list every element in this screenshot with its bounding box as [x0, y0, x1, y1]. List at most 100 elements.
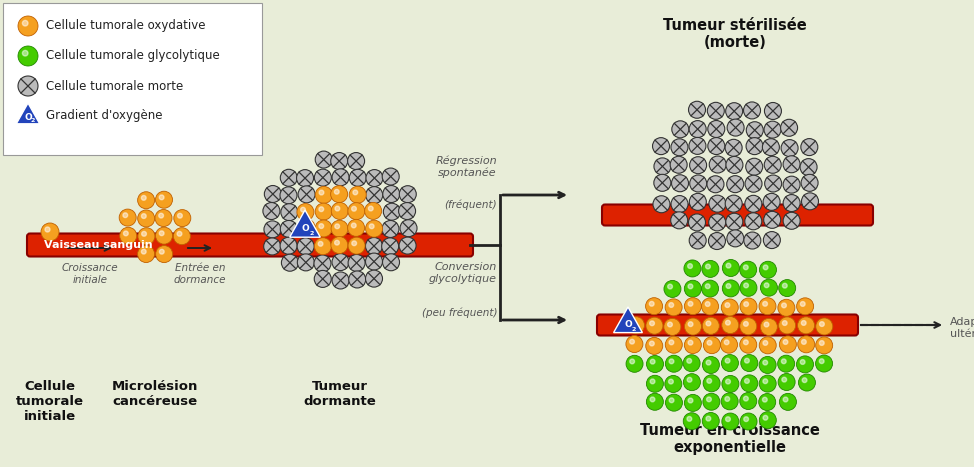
Circle shape: [743, 396, 748, 401]
Circle shape: [723, 260, 739, 276]
Circle shape: [137, 210, 155, 227]
Circle shape: [281, 204, 298, 221]
Circle shape: [685, 280, 701, 297]
Circle shape: [799, 374, 815, 391]
Circle shape: [281, 220, 297, 237]
Circle shape: [706, 321, 711, 326]
Circle shape: [671, 196, 688, 212]
Circle shape: [764, 212, 781, 228]
Circle shape: [765, 156, 781, 173]
Circle shape: [650, 341, 655, 346]
Circle shape: [740, 318, 757, 335]
Circle shape: [647, 393, 663, 410]
Circle shape: [155, 210, 172, 226]
Circle shape: [264, 185, 281, 203]
Circle shape: [706, 360, 711, 365]
Circle shape: [763, 340, 768, 345]
Circle shape: [815, 355, 833, 372]
Circle shape: [630, 359, 634, 364]
Circle shape: [348, 219, 364, 236]
Circle shape: [781, 359, 786, 364]
Circle shape: [646, 337, 662, 354]
Circle shape: [781, 303, 786, 308]
Circle shape: [741, 375, 758, 392]
Circle shape: [764, 232, 780, 248]
Circle shape: [726, 103, 742, 120]
Circle shape: [382, 238, 398, 255]
Circle shape: [783, 397, 788, 402]
Circle shape: [141, 232, 146, 236]
Circle shape: [330, 186, 348, 203]
Circle shape: [744, 358, 749, 363]
Circle shape: [629, 340, 634, 344]
Circle shape: [264, 238, 281, 255]
Circle shape: [690, 232, 706, 249]
Circle shape: [400, 219, 417, 237]
Circle shape: [709, 195, 726, 212]
Circle shape: [709, 214, 726, 231]
Circle shape: [690, 193, 706, 210]
Circle shape: [801, 360, 805, 364]
Circle shape: [744, 232, 761, 249]
Circle shape: [705, 284, 710, 289]
Circle shape: [722, 317, 739, 333]
Circle shape: [348, 255, 365, 271]
FancyBboxPatch shape: [602, 205, 873, 226]
Circle shape: [315, 169, 331, 186]
Circle shape: [297, 204, 314, 220]
Circle shape: [761, 279, 777, 296]
Circle shape: [721, 336, 737, 353]
Circle shape: [332, 254, 349, 270]
Circle shape: [760, 261, 776, 278]
Circle shape: [744, 379, 749, 383]
Text: Tumeur
dormante: Tumeur dormante: [304, 380, 376, 408]
Circle shape: [801, 174, 818, 191]
Text: Cellule tumorale morte: Cellule tumorale morte: [46, 79, 183, 92]
Circle shape: [779, 336, 797, 353]
Circle shape: [331, 237, 348, 254]
Circle shape: [765, 283, 768, 288]
Circle shape: [670, 156, 687, 173]
Circle shape: [664, 280, 681, 297]
Circle shape: [802, 340, 806, 344]
Circle shape: [816, 318, 833, 335]
Circle shape: [314, 255, 331, 272]
Circle shape: [701, 280, 719, 297]
Circle shape: [296, 170, 314, 187]
Circle shape: [689, 214, 705, 231]
Polygon shape: [614, 307, 643, 333]
Circle shape: [352, 241, 356, 246]
Circle shape: [783, 156, 800, 173]
Text: Gradient d'oxygène: Gradient d'oxygène: [46, 109, 163, 122]
Circle shape: [726, 213, 743, 230]
Circle shape: [705, 264, 710, 269]
Circle shape: [759, 298, 776, 315]
Circle shape: [334, 190, 339, 194]
Circle shape: [759, 375, 776, 392]
Circle shape: [316, 151, 332, 168]
Circle shape: [726, 283, 730, 289]
Circle shape: [315, 238, 331, 255]
Circle shape: [119, 209, 136, 226]
Circle shape: [783, 176, 800, 193]
Circle shape: [651, 359, 655, 364]
Circle shape: [665, 299, 682, 316]
Circle shape: [173, 210, 191, 226]
Circle shape: [349, 271, 365, 288]
Circle shape: [783, 212, 800, 229]
Circle shape: [763, 302, 768, 306]
Circle shape: [706, 416, 711, 421]
Circle shape: [665, 394, 683, 411]
Circle shape: [159, 195, 164, 200]
Circle shape: [141, 249, 146, 254]
Circle shape: [668, 284, 672, 289]
Circle shape: [726, 156, 743, 173]
Text: Cellule tumorale oxydative: Cellule tumorale oxydative: [46, 20, 206, 33]
Circle shape: [780, 119, 798, 136]
Circle shape: [800, 159, 817, 176]
Circle shape: [281, 254, 298, 271]
Circle shape: [156, 191, 172, 208]
Circle shape: [384, 203, 400, 220]
Circle shape: [298, 186, 315, 203]
Circle shape: [707, 102, 725, 120]
